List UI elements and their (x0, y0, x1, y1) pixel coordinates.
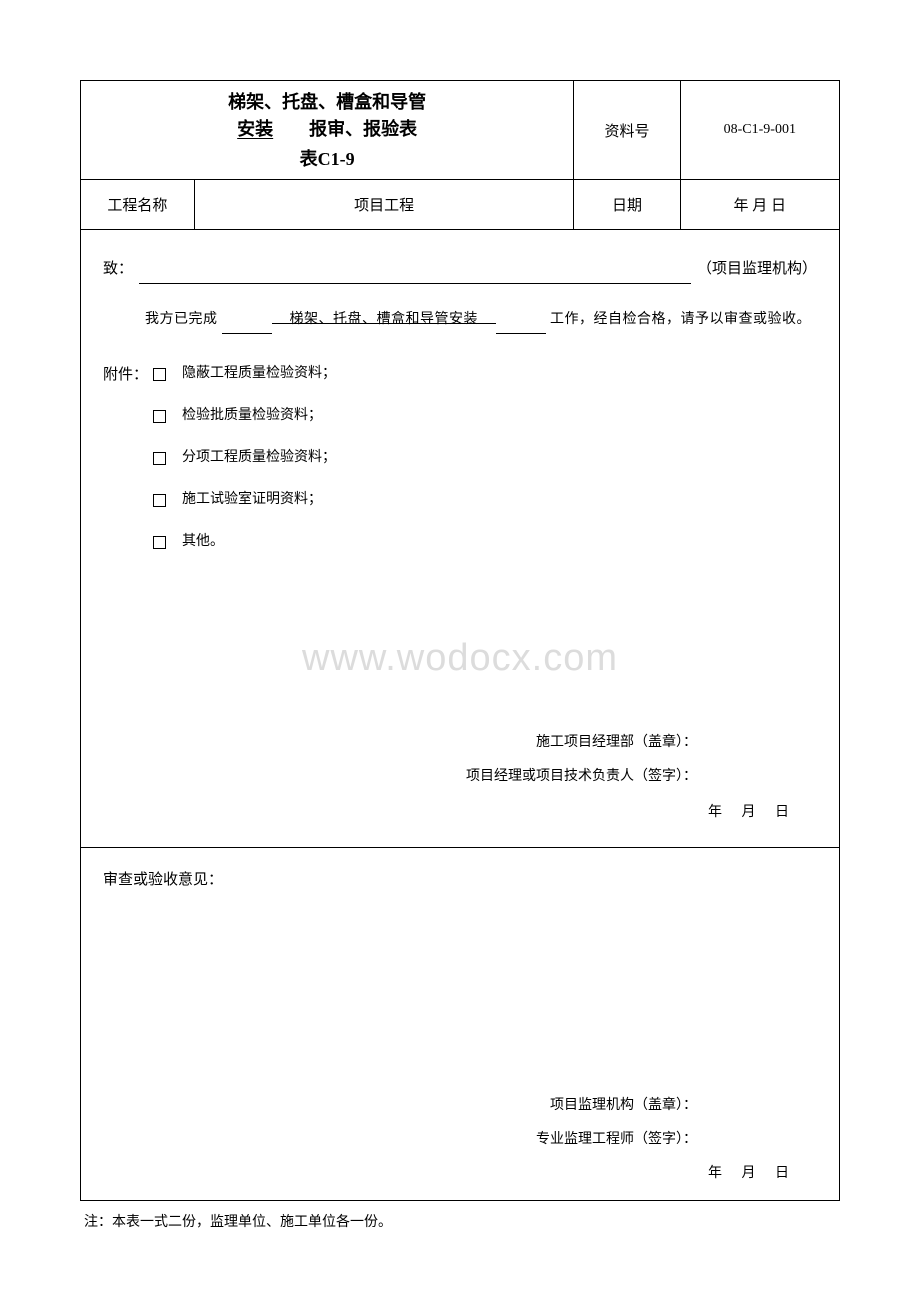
sign1-line1: 施工项目经理部（盖章）： (103, 726, 697, 760)
watermark: www.wodocx.com (103, 620, 817, 696)
title-cell: 梯架、托盘、槽盒和导管 安装 报审、报验表 表C1-9 (81, 81, 574, 180)
title-line1: 梯架、托盘、槽盒和导管 安装 报审、报验表 (87, 89, 567, 143)
review-title: 审查或验收意见： (103, 868, 817, 889)
completion-prefix: 我方已完成 (145, 312, 218, 327)
attach-text: 分项工程质量检验资料； (182, 444, 336, 472)
attach-text: 检验批质量检验资料； (182, 402, 322, 430)
checkbox-icon[interactable] (153, 452, 166, 465)
footer-note: 注：本表一式二份，监理单位、施工单位各一份。 (80, 1211, 840, 1231)
completion-work: 梯架、托盘、槽盒和导管安装 (272, 306, 497, 324)
body-row: 致： （项目监理机构） 我方已完成 梯架、托盘、槽盒和导管安装 工作，经自检合格… (81, 230, 840, 848)
attach-item: 施工试验室证明资料； (153, 486, 817, 514)
title-underlined: 安装 (237, 119, 273, 139)
to-suffix: （项目监理机构） (697, 254, 817, 284)
attach-text: 隐蔽工程质量检验资料； (182, 360, 336, 388)
attach-item: 隐蔽工程质量检验资料； (153, 360, 817, 388)
attach-text: 其他。 (182, 528, 224, 556)
table-code: 表C1-9 (87, 145, 567, 171)
body-cell: 致： （项目监理机构） 我方已完成 梯架、托盘、槽盒和导管安装 工作，经自检合格… (81, 230, 840, 848)
attach-text: 施工试验室证明资料； (182, 486, 322, 514)
attach-label: 附件： (103, 360, 153, 390)
attach-item: 检验批质量检验资料； (153, 402, 817, 430)
to-label: 致： (103, 254, 133, 284)
attach-section: 附件： 隐蔽工程质量检验资料； 检验批质量检验资料； 分项工程质量检验资料； (103, 360, 817, 570)
doc-num-label: 资料号 (574, 81, 680, 180)
completion-suffix: 工作，经自检合格，请予以审查或验收。 (550, 312, 811, 327)
review-cell: 审查或验收意见： 项目监理机构（盖章）： 专业监理工程师（签字）： 年 月 日 (81, 848, 840, 1201)
checkbox-icon[interactable] (153, 536, 166, 549)
blank-before (222, 318, 272, 334)
checkbox-icon[interactable] (153, 368, 166, 381)
doc-num-value: 08-C1-9-001 (680, 81, 839, 180)
completion-line: 我方已完成 梯架、托盘、槽盒和导管安装 工作，经自检合格，请予以审查或验收。 (145, 306, 817, 334)
to-line: 致： （项目监理机构） (103, 254, 817, 284)
date-line-2: 年 月 日 (103, 1162, 817, 1182)
project-name-value: 项目工程 (194, 180, 574, 230)
title-part1: 梯架、托盘、槽盒和导管 (228, 92, 426, 112)
project-row: 工程名称 项目工程 日期 年 月 日 (81, 180, 840, 230)
sign-block-2: 项目监理机构（盖章）： 专业监理工程师（签字）： (103, 1089, 817, 1156)
date-line-1: 年 月 日 (103, 799, 817, 827)
project-name-label: 工程名称 (81, 180, 195, 230)
attach-list: 隐蔽工程质量检验资料； 检验批质量检验资料； 分项工程质量检验资料； 施工试验室… (153, 360, 817, 570)
blank-after (496, 318, 546, 334)
date-label: 日期 (574, 180, 680, 230)
attach-item: 分项工程质量检验资料； (153, 444, 817, 472)
to-blank[interactable] (139, 266, 691, 284)
checkbox-icon[interactable] (153, 410, 166, 423)
header-row: 梯架、托盘、槽盒和导管 安装 报审、报验表 表C1-9 资料号 08-C1-9-… (81, 81, 840, 180)
sign2-line1: 项目监理机构（盖章）： (103, 1089, 697, 1123)
sign-block-1: 施工项目经理部（盖章）： 项目经理或项目技术负责人（签字）： (103, 726, 817, 793)
attach-item: 其他。 (153, 528, 817, 556)
sign1-line2: 项目经理或项目技术负责人（签字）： (103, 760, 697, 794)
review-row: 审查或验收意见： 项目监理机构（盖章）： 专业监理工程师（签字）： 年 月 日 (81, 848, 840, 1201)
date-value: 年 月 日 (680, 180, 839, 230)
checkbox-icon[interactable] (153, 494, 166, 507)
title-rest: 报审、报验表 (309, 119, 417, 139)
sign2-line2: 专业监理工程师（签字）： (103, 1123, 697, 1157)
form-table: 梯架、托盘、槽盒和导管 安装 报审、报验表 表C1-9 资料号 08-C1-9-… (80, 80, 840, 1201)
